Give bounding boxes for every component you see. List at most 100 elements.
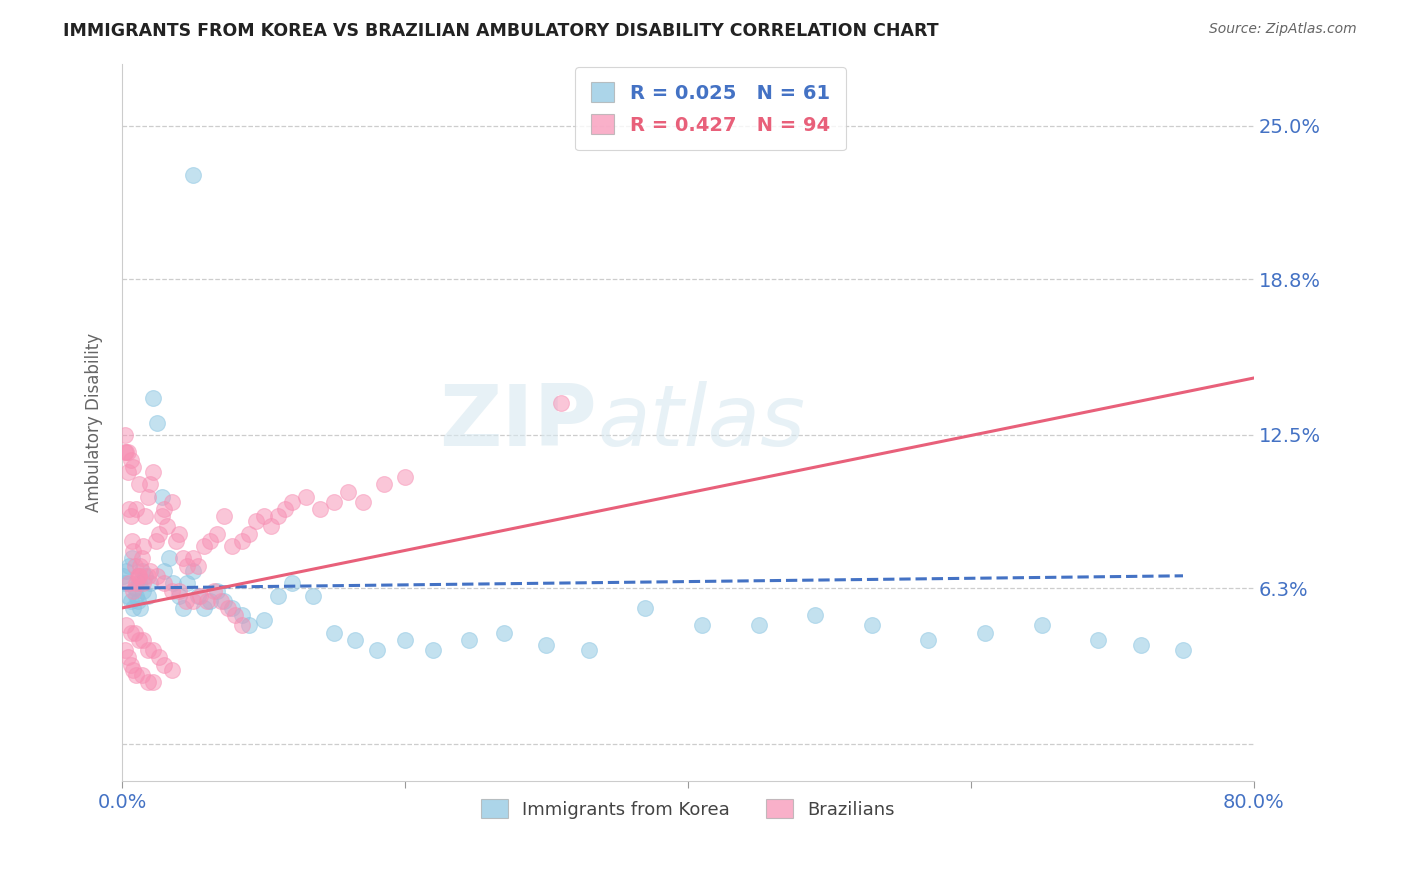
Point bbox=[156, 519, 179, 533]
Point bbox=[131, 667, 153, 681]
Point bbox=[323, 625, 346, 640]
Point bbox=[127, 569, 149, 583]
Point bbox=[160, 494, 183, 508]
Point bbox=[198, 534, 221, 549]
Point bbox=[117, 650, 139, 665]
Point bbox=[212, 593, 235, 607]
Point bbox=[132, 539, 155, 553]
Point bbox=[150, 509, 173, 524]
Point bbox=[373, 477, 395, 491]
Text: IMMIGRANTS FROM KOREA VS BRAZILIAN AMBULATORY DISABILITY CORRELATION CHART: IMMIGRANTS FROM KOREA VS BRAZILIAN AMBUL… bbox=[63, 22, 939, 40]
Point bbox=[252, 509, 274, 524]
Point bbox=[122, 544, 145, 558]
Point bbox=[134, 569, 156, 583]
Point bbox=[245, 515, 267, 529]
Point bbox=[136, 675, 159, 690]
Point bbox=[160, 583, 183, 598]
Point bbox=[804, 608, 827, 623]
Point bbox=[974, 625, 997, 640]
Y-axis label: Ambulatory Disability: Ambulatory Disability bbox=[86, 333, 103, 512]
Point bbox=[118, 576, 141, 591]
Legend: Immigrants from Korea, Brazilians: Immigrants from Korea, Brazilians bbox=[474, 792, 903, 826]
Point bbox=[238, 526, 260, 541]
Point bbox=[167, 526, 190, 541]
Point bbox=[181, 169, 204, 183]
Point bbox=[139, 564, 162, 578]
Point bbox=[550, 396, 572, 410]
Point bbox=[167, 589, 190, 603]
Point bbox=[352, 494, 374, 508]
Point bbox=[281, 576, 304, 591]
Point bbox=[134, 509, 156, 524]
Point bbox=[128, 477, 150, 491]
Point bbox=[125, 502, 148, 516]
Point bbox=[323, 494, 346, 508]
Point bbox=[121, 551, 143, 566]
Point bbox=[132, 633, 155, 648]
Point bbox=[193, 539, 215, 553]
Point bbox=[136, 490, 159, 504]
Point bbox=[120, 593, 142, 607]
Point bbox=[114, 576, 136, 591]
Point bbox=[295, 490, 318, 504]
Point bbox=[114, 643, 136, 657]
Point bbox=[128, 569, 150, 583]
Point bbox=[117, 589, 139, 603]
Point bbox=[238, 618, 260, 632]
Point bbox=[536, 638, 558, 652]
Point bbox=[221, 539, 243, 553]
Point bbox=[266, 589, 288, 603]
Point bbox=[120, 452, 142, 467]
Point bbox=[1129, 638, 1152, 652]
Point bbox=[153, 576, 176, 591]
Point bbox=[217, 601, 239, 615]
Point bbox=[129, 558, 152, 573]
Point bbox=[122, 460, 145, 475]
Text: atlas: atlas bbox=[598, 381, 806, 464]
Point bbox=[136, 589, 159, 603]
Point bbox=[174, 593, 197, 607]
Point bbox=[145, 534, 167, 549]
Point bbox=[198, 593, 221, 607]
Point bbox=[205, 526, 228, 541]
Point bbox=[281, 494, 304, 508]
Point bbox=[274, 502, 297, 516]
Point bbox=[1087, 633, 1109, 648]
Point bbox=[148, 650, 170, 665]
Point bbox=[139, 576, 162, 591]
Point bbox=[634, 601, 657, 615]
Point bbox=[162, 576, 184, 591]
Point bbox=[187, 558, 209, 573]
Point bbox=[112, 569, 135, 583]
Point bbox=[212, 509, 235, 524]
Point bbox=[337, 484, 360, 499]
Point bbox=[1171, 643, 1194, 657]
Point bbox=[142, 643, 165, 657]
Point bbox=[231, 618, 253, 632]
Point bbox=[132, 583, 155, 598]
Point bbox=[131, 564, 153, 578]
Point bbox=[146, 569, 169, 583]
Point bbox=[122, 601, 145, 615]
Point bbox=[302, 589, 325, 603]
Point bbox=[195, 593, 218, 607]
Point bbox=[193, 601, 215, 615]
Point bbox=[148, 526, 170, 541]
Point bbox=[115, 618, 138, 632]
Point bbox=[124, 625, 146, 640]
Point bbox=[394, 633, 416, 648]
Point bbox=[172, 601, 194, 615]
Point bbox=[128, 569, 150, 583]
Point bbox=[120, 625, 142, 640]
Point bbox=[202, 583, 225, 598]
Point bbox=[153, 657, 176, 672]
Point bbox=[114, 445, 136, 459]
Point bbox=[128, 633, 150, 648]
Point bbox=[136, 643, 159, 657]
Point bbox=[131, 551, 153, 566]
Point bbox=[690, 618, 713, 632]
Point bbox=[578, 643, 600, 657]
Point bbox=[748, 618, 770, 632]
Point bbox=[259, 519, 281, 533]
Point bbox=[124, 558, 146, 573]
